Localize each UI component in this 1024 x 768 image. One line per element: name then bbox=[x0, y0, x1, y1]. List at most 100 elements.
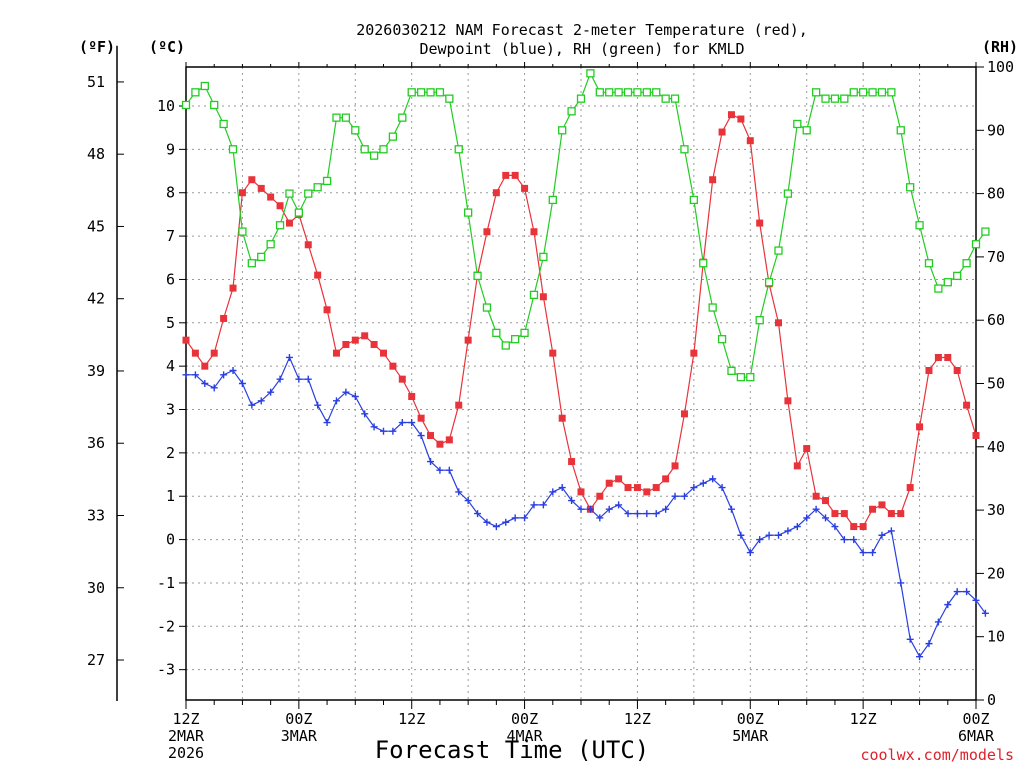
temperature-point bbox=[483, 228, 491, 236]
temperature-point bbox=[201, 362, 209, 370]
temperature-point bbox=[464, 336, 472, 344]
dewpoint-point bbox=[502, 518, 510, 526]
x-tick-label: 00Z bbox=[511, 710, 538, 728]
dewpoint-point bbox=[380, 427, 387, 435]
dewpoint-point bbox=[605, 505, 613, 513]
temperature-point bbox=[351, 336, 359, 344]
celsius-tick-label: 0 bbox=[166, 531, 175, 549]
dewpoint-point bbox=[803, 514, 811, 522]
dewpoint-point bbox=[812, 505, 820, 513]
rh-point bbox=[633, 88, 642, 97]
rh-point bbox=[858, 88, 868, 97]
dewpoint-point bbox=[483, 518, 491, 526]
fahrenheit-tick-label: 45 bbox=[87, 217, 105, 235]
dewpoint-point bbox=[464, 497, 472, 505]
rh-point bbox=[520, 328, 529, 338]
temperature-point bbox=[436, 440, 444, 448]
celsius-tick-label: -2 bbox=[157, 617, 175, 635]
dewpoint-point bbox=[210, 384, 218, 392]
axes bbox=[116, 45, 984, 709]
dewpoint-point bbox=[539, 501, 547, 509]
rh-point bbox=[351, 126, 360, 135]
fahrenheit-tick-label: 30 bbox=[87, 579, 105, 597]
x-tick-label: 12Z bbox=[172, 710, 199, 728]
dewpoint-point bbox=[220, 371, 228, 379]
dewpoint-point bbox=[191, 371, 199, 379]
dewpoint-point bbox=[869, 549, 877, 557]
temperature-point bbox=[361, 332, 369, 340]
rh-point bbox=[868, 88, 877, 97]
temperature-point bbox=[916, 423, 924, 431]
temperature-point bbox=[633, 484, 641, 492]
rh-point bbox=[275, 221, 285, 230]
rh-point bbox=[971, 240, 981, 249]
dewpoint-point bbox=[276, 375, 284, 383]
dewpoint-point bbox=[521, 514, 529, 522]
dewpoint-point bbox=[934, 618, 942, 626]
rh-line bbox=[185, 71, 986, 378]
temperature-point bbox=[662, 475, 670, 483]
celsius-tick-label: 7 bbox=[166, 227, 175, 245]
rh-point bbox=[906, 183, 915, 192]
temperature-point bbox=[671, 462, 679, 470]
rh-point bbox=[661, 94, 670, 103]
rh-point bbox=[567, 107, 576, 116]
rh-tick-label: 60 bbox=[987, 311, 1005, 329]
rh-point bbox=[699, 259, 708, 268]
x-tick-label: 3MAR bbox=[281, 727, 318, 745]
rh-point bbox=[200, 81, 209, 91]
rh-point bbox=[981, 227, 990, 236]
rh-tick-label: 100 bbox=[987, 58, 1014, 76]
celsius-tick-label: 8 bbox=[166, 184, 175, 202]
dewpoint-point bbox=[925, 640, 933, 648]
x-axis-title: Forecast Time (UTC) bbox=[375, 736, 650, 764]
temperature-point bbox=[502, 171, 510, 179]
x-tick-label: 12Z bbox=[398, 710, 425, 728]
temperature-point bbox=[746, 137, 754, 145]
temperature-point bbox=[972, 432, 980, 440]
temperature-point bbox=[389, 362, 397, 370]
temperature-point bbox=[257, 184, 265, 192]
rh-point bbox=[934, 284, 943, 293]
dewpoint-point bbox=[248, 401, 256, 409]
rh-point bbox=[407, 88, 416, 97]
rh-point bbox=[539, 252, 548, 262]
dewpoint-point bbox=[737, 531, 745, 539]
dewpoint-point bbox=[793, 523, 801, 531]
dewpoint-point bbox=[643, 510, 651, 518]
x-tick-label: 2026 bbox=[168, 744, 204, 762]
rh-point bbox=[529, 290, 539, 300]
rh-point bbox=[727, 366, 736, 375]
rh-point bbox=[783, 189, 793, 198]
rh-point bbox=[689, 195, 699, 205]
dewpoint-point bbox=[427, 458, 435, 466]
rh-point bbox=[247, 259, 256, 268]
dewpoint-point bbox=[586, 505, 594, 513]
rh-point bbox=[614, 88, 623, 97]
dewpoint-point bbox=[709, 475, 717, 483]
rh-point bbox=[548, 195, 557, 205]
temperature-point bbox=[558, 414, 566, 422]
dewpoint-point bbox=[267, 388, 275, 396]
temperature-point bbox=[427, 432, 435, 440]
rh-point bbox=[877, 88, 887, 97]
series-rh bbox=[181, 69, 990, 382]
rh-tick-label: 40 bbox=[987, 438, 1005, 456]
temperature-point bbox=[680, 410, 688, 418]
rh-point bbox=[652, 88, 661, 97]
rh-point bbox=[576, 94, 586, 103]
x-tick-label: 2MAR bbox=[168, 727, 205, 745]
dewpoint-point bbox=[756, 536, 764, 544]
rh-point bbox=[924, 259, 934, 268]
rh-tick-label: 50 bbox=[987, 375, 1005, 393]
rh-point bbox=[388, 132, 398, 141]
rh-point bbox=[445, 94, 454, 103]
temperature-point bbox=[869, 505, 877, 513]
temperature-point bbox=[539, 293, 547, 301]
x-tick-label: 12Z bbox=[850, 710, 877, 728]
temperature-point bbox=[492, 189, 500, 197]
temperature-point bbox=[530, 228, 538, 236]
rh-tick-label: 20 bbox=[987, 564, 1005, 582]
